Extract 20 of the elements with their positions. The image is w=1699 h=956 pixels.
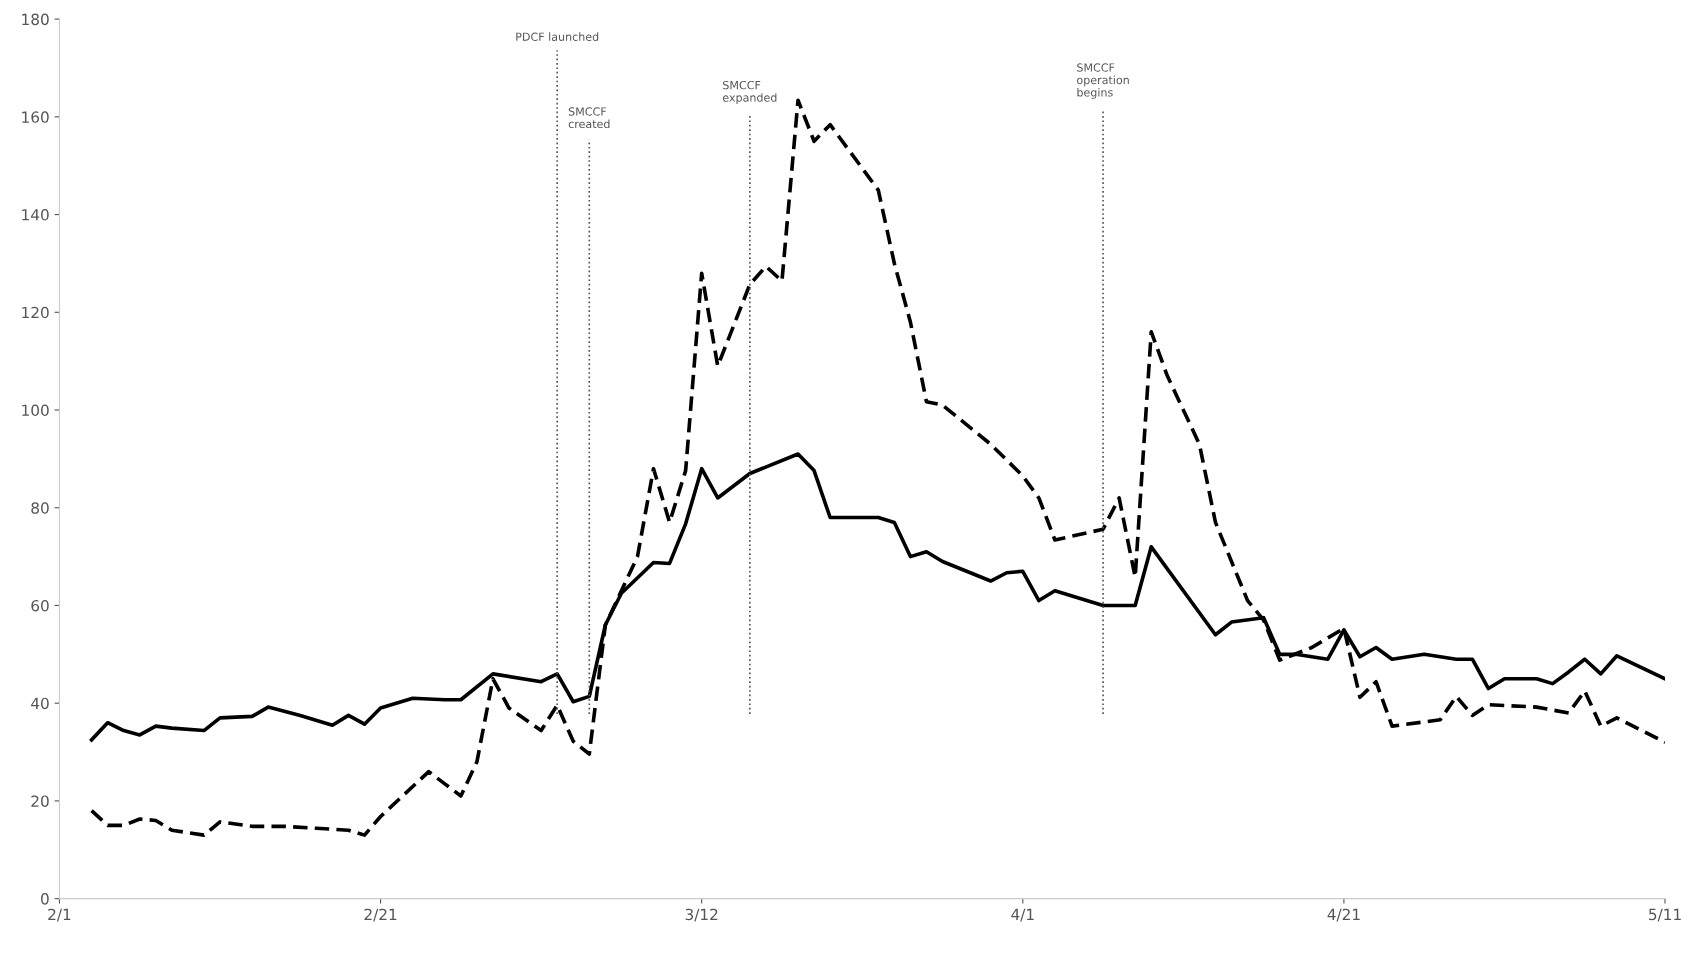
y-tick-label: 100	[22, 404, 49, 417]
y-tick-label: 80	[31, 502, 49, 514]
y-tick-label: 40	[31, 697, 49, 710]
y-tick-label: 20	[31, 795, 49, 807]
x-tick-label: 5/11	[1649, 908, 1681, 922]
x-tick-label: 2/1	[48, 908, 71, 922]
y-tick-label: 140	[22, 209, 49, 221]
ref-line-label: SMCCF expanded	[722, 80, 777, 104]
ref-line-label: SMCCF created	[568, 107, 610, 129]
y-tick-label: 0	[41, 893, 49, 905]
y-tick-label: 160	[22, 111, 49, 123]
x-tick-label: 4/21	[1327, 908, 1360, 922]
ref-line-label: PDCF launched	[516, 32, 599, 41]
y-tick-label: 180	[22, 13, 49, 26]
y-tick-label: 60	[31, 599, 49, 612]
x-tick-label: 3/12	[685, 908, 718, 922]
x-tick-label: 2/21	[364, 908, 397, 922]
ref-line-label: SMCCF operation begins	[1077, 63, 1129, 99]
y-tick-label: 120	[22, 306, 49, 319]
x-tick-label: 4/1	[1011, 908, 1034, 922]
